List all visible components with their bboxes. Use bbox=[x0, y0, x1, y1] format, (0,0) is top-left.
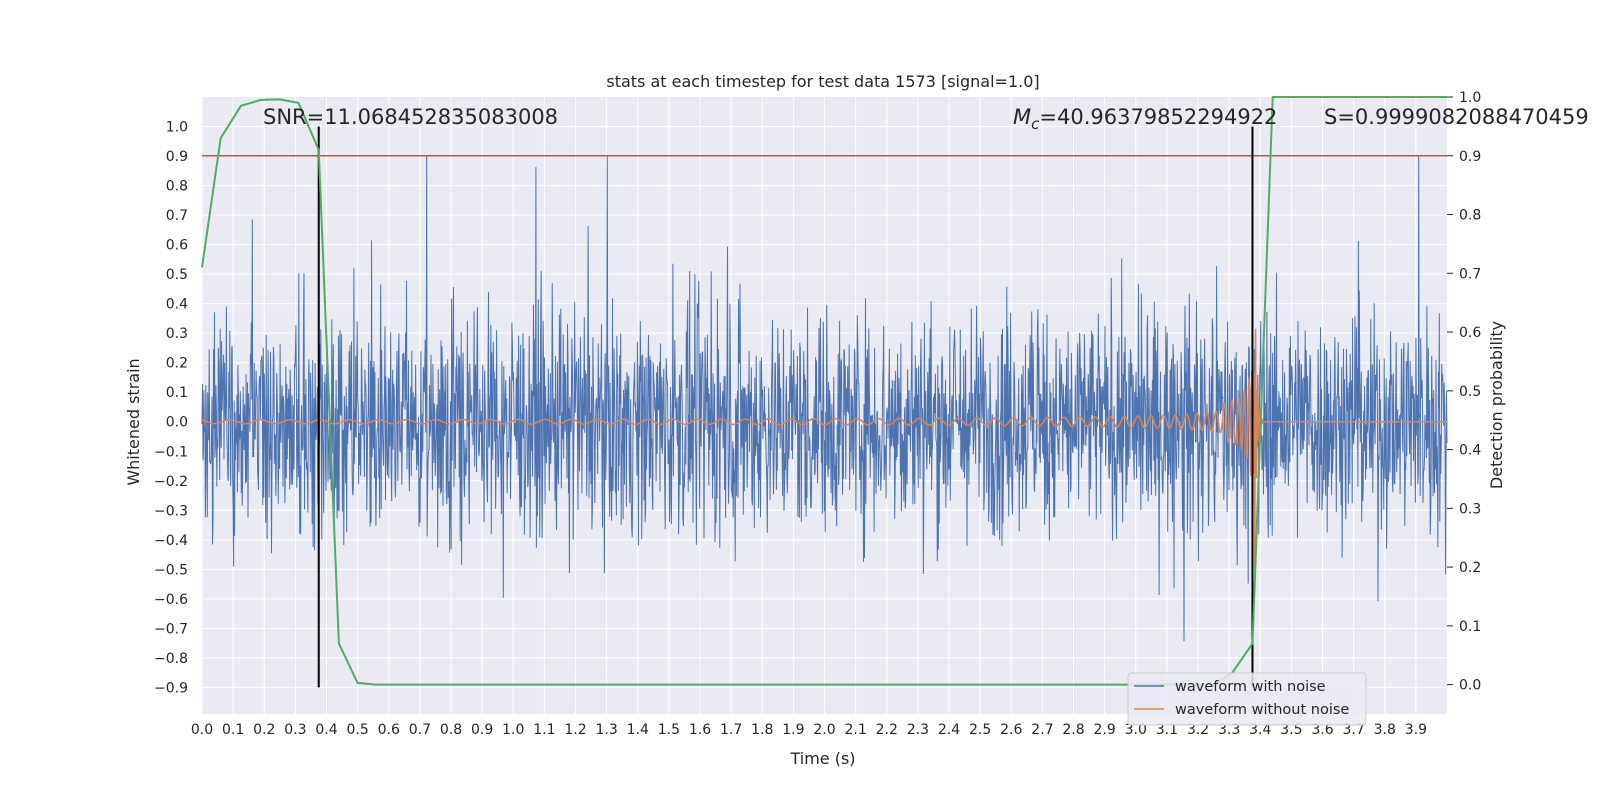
x-tick-label: 2.3 bbox=[907, 722, 929, 738]
y-left-tick-label: 0.5 bbox=[166, 267, 188, 283]
significance-annotation: S=0.9999082088470459 bbox=[1324, 105, 1589, 129]
y-left-tick-label: 1.0 bbox=[166, 120, 188, 136]
x-tick-label: 0.3 bbox=[284, 722, 306, 738]
y-left-tick-label: 0.8 bbox=[166, 179, 188, 195]
legend-label-clean: waveform without noise bbox=[1175, 702, 1349, 718]
marker-lines bbox=[317, 126, 1254, 688]
x-tick-label: 3.7 bbox=[1342, 722, 1364, 738]
x-tick-label: 0.0 bbox=[191, 722, 213, 738]
x-tick-label: 1.4 bbox=[627, 722, 649, 738]
x-tick-label: 3.3 bbox=[1218, 722, 1240, 738]
y-left-tick-label: 0.2 bbox=[166, 356, 188, 372]
x-axis-ticks: 0.0 0.1 0.2 0.3 0.4 0.5 0.6 0.7 0.8 0.9 1.0 1.1 1.2 1… bbox=[191, 722, 1427, 738]
x-tick-label: 1.8 bbox=[751, 722, 773, 738]
chirp-mass-annotation: Mc=40.96379852294922 bbox=[1013, 105, 1277, 133]
x-tick-label: 2.4 bbox=[938, 722, 960, 738]
chirp-mass-subscript: c bbox=[1031, 115, 1040, 133]
x-tick-label: 2.9 bbox=[1093, 722, 1115, 738]
x-tick-label: 2.5 bbox=[969, 722, 991, 738]
y-left-tick-label: 0.6 bbox=[166, 238, 188, 254]
y-left-tick-label: −0.8 bbox=[154, 651, 188, 667]
x-tick-label: 0.8 bbox=[440, 722, 462, 738]
x-tick-label: 3.6 bbox=[1311, 722, 1333, 738]
y-right-tick-label: 0.4 bbox=[1459, 443, 1481, 459]
y-left-tick-label: −0.3 bbox=[154, 503, 188, 519]
y-left-tick-label: 0.4 bbox=[166, 297, 188, 313]
y-left-tick-label: −0.2 bbox=[154, 474, 188, 490]
y-right-tick-label: 0.7 bbox=[1459, 266, 1481, 282]
y-axis-left-ticks: 1.0 0.9 0.8 0.7 0.6 0.5 0.4 0.3 0.2 0.1 0.0 −0.1 −0.… bbox=[154, 120, 188, 697]
y-axis-right-label: Detection probability bbox=[1487, 321, 1506, 489]
x-tick-label: 0.2 bbox=[253, 722, 275, 738]
y-left-tick-label: −0.4 bbox=[154, 533, 188, 549]
x-tick-label: 1.5 bbox=[658, 722, 680, 738]
y-right-tick-label: 0.1 bbox=[1459, 619, 1481, 635]
x-tick-label: 3.5 bbox=[1280, 722, 1302, 738]
y-axis-left-label: Whitened strain bbox=[124, 358, 143, 485]
x-tick-label: 1.2 bbox=[564, 722, 586, 738]
x-tick-label: 0.9 bbox=[471, 722, 493, 738]
x-tick-label: 3.9 bbox=[1405, 722, 1427, 738]
x-tick-label: 2.6 bbox=[1000, 722, 1022, 738]
y-left-tick-label: 0.3 bbox=[166, 326, 188, 342]
x-tick-label: 2.7 bbox=[1031, 722, 1053, 738]
y-right-tick-label: 0.5 bbox=[1459, 384, 1481, 400]
legend: waveform with noise waveform without noi… bbox=[1127, 672, 1367, 726]
x-tick-label: 3.0 bbox=[1125, 722, 1147, 738]
x-tick-label: 2.8 bbox=[1062, 722, 1084, 738]
y-left-tick-label: −0.7 bbox=[154, 621, 188, 637]
y-right-tick-label: 0.2 bbox=[1459, 560, 1481, 576]
legend-box bbox=[1127, 672, 1367, 726]
chirp-mass-value: =40.96379852294922 bbox=[1039, 105, 1277, 129]
y-left-tick-label: 0.1 bbox=[166, 385, 188, 401]
y-left-tick-label: −0.6 bbox=[154, 592, 188, 608]
x-tick-label: 0.6 bbox=[378, 722, 400, 738]
x-tick-label: 2.2 bbox=[876, 722, 898, 738]
x-tick-label: 2.0 bbox=[813, 722, 835, 738]
y-left-tick-label: −0.9 bbox=[154, 680, 188, 696]
x-tick-label: 0.4 bbox=[315, 722, 337, 738]
x-tick-label: 3.4 bbox=[1249, 722, 1271, 738]
x-tick-label: 3.8 bbox=[1374, 722, 1396, 738]
x-tick-label: 3.1 bbox=[1156, 722, 1178, 738]
series-waveform-without-noise bbox=[201, 328, 1447, 569]
x-tick-label: 0.7 bbox=[409, 722, 431, 738]
x-tick-label: 1.0 bbox=[502, 722, 524, 738]
y-left-tick-label: 0.9 bbox=[166, 149, 188, 165]
y-right-tick-label: 0.9 bbox=[1459, 149, 1481, 165]
y-right-tick-label: 0.3 bbox=[1459, 501, 1481, 517]
y-left-tick-label: 0.0 bbox=[166, 415, 188, 431]
x-tick-label: 1.7 bbox=[720, 722, 742, 738]
y-left-tick-label: 0.7 bbox=[166, 208, 188, 224]
x-tick-label: 2.1 bbox=[844, 722, 866, 738]
chart-title: stats at each timestep for test data 157… bbox=[606, 72, 1039, 91]
series-detection-probability bbox=[201, 96, 1447, 686]
plot-content bbox=[201, 155, 1448, 642]
y-left-tick-label: −0.5 bbox=[154, 562, 188, 578]
x-tick-label: 0.5 bbox=[346, 722, 368, 738]
y-left-tick-label: −0.1 bbox=[154, 444, 188, 460]
x-tick-label: 3.2 bbox=[1187, 722, 1209, 738]
legend-label-noise: waveform with noise bbox=[1175, 679, 1326, 695]
y-right-tick-label: 0.0 bbox=[1459, 678, 1481, 694]
y-right-tick-label: 0.8 bbox=[1459, 208, 1481, 224]
snr-annotation: SNR=11.068452835083008 bbox=[263, 105, 558, 129]
x-tick-label: 1.1 bbox=[533, 722, 555, 738]
y-right-tick-label: 1.0 bbox=[1459, 90, 1481, 106]
x-tick-label: 1.9 bbox=[782, 722, 804, 738]
x-axis-label: Time (s) bbox=[789, 749, 855, 768]
y-right-tick-label: 0.6 bbox=[1459, 325, 1481, 341]
x-tick-label: 1.6 bbox=[689, 722, 711, 738]
chirp-mass-symbol: M bbox=[1013, 105, 1031, 129]
x-tick-label: 0.1 bbox=[222, 722, 244, 738]
y-axis-right-ticks: 1.0 0.9 0.8 0.7 0.6 0.5 0.4 0.3 0.2 0.1 0.0 bbox=[1447, 90, 1481, 694]
x-tick-label: 1.3 bbox=[595, 722, 617, 738]
